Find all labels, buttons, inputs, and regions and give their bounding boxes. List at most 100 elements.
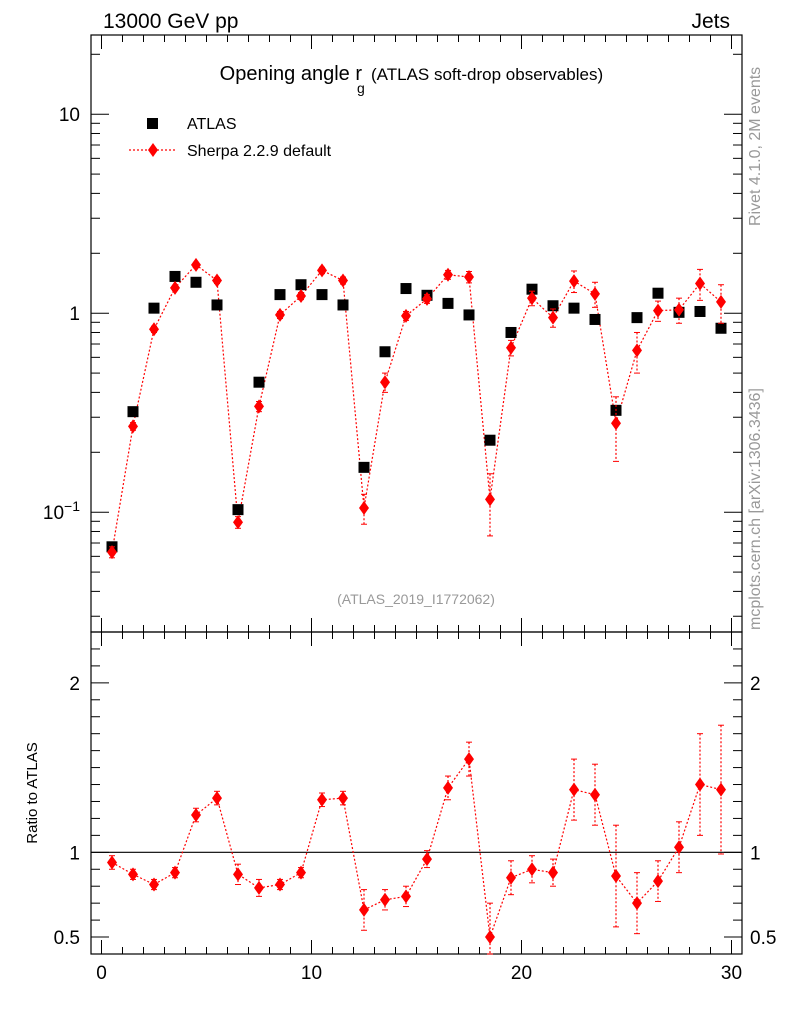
sherpa-point	[317, 263, 327, 278]
data-marks-group	[106, 257, 727, 955]
ratio-y-tick-label-right: 2	[750, 674, 761, 695]
sherpa-ratio-point	[149, 877, 159, 892]
sherpa-point	[401, 308, 411, 323]
y-tick-label: 10−1	[43, 498, 80, 524]
sherpa-ratio-point	[380, 892, 390, 907]
sherpa-ratio-point	[317, 792, 327, 807]
header-energy-label: 13000 GeV pp	[103, 10, 238, 33]
atlas-point	[337, 299, 349, 311]
atlas-point	[442, 297, 454, 309]
atlas-point	[526, 283, 538, 295]
plot-title-subscript: g	[357, 80, 365, 96]
sherpa-main-line	[111, 263, 722, 553]
plot-title-text: Opening angle r	[220, 63, 363, 85]
atlas-point	[274, 289, 286, 301]
atlas-point	[232, 504, 244, 516]
atlas-point	[190, 276, 202, 288]
atlas-point	[568, 302, 580, 314]
sherpa-ratio-point	[254, 880, 264, 895]
legend: ATLAS Sherpa 2.2.9 default	[129, 116, 332, 160]
sherpa-point	[716, 294, 726, 309]
atlas-point	[631, 312, 643, 324]
rivet-label: Rivet 4.1.0, 2M events	[747, 67, 764, 226]
header-process-label: Jets	[691, 10, 730, 33]
x-tick-label: 20	[511, 963, 532, 984]
sherpa-ratio-point	[338, 791, 348, 806]
sherpa-point	[485, 492, 495, 507]
sherpa-ratio-point	[653, 874, 663, 889]
ratio-y-tick-label-right: 0.5	[750, 928, 776, 949]
sherpa-point	[527, 291, 537, 306]
atlas-point	[148, 302, 160, 314]
atlas-point	[316, 289, 328, 301]
analysis-label: (ATLAS_2019_I1772062)	[337, 591, 495, 607]
sherpa-ratio-point	[716, 782, 726, 797]
legend-sherpa-label: Sherpa 2.2.9 default	[187, 143, 332, 160]
sherpa-point	[569, 274, 579, 289]
sherpa-point	[653, 303, 663, 318]
sherpa-ratio-point	[107, 855, 117, 870]
sherpa-point	[422, 291, 432, 306]
sherpa-ratio-point	[590, 787, 600, 802]
sherpa-ratio-point	[296, 865, 306, 880]
atlas-point	[358, 461, 370, 473]
sherpa-point	[170, 280, 180, 295]
atlas-point	[169, 270, 181, 282]
sherpa-point	[359, 500, 369, 515]
sherpa-ratio-line	[111, 757, 722, 938]
atlas-point	[589, 313, 601, 325]
sherpa-point	[296, 289, 306, 304]
atlas-point	[295, 279, 307, 291]
sherpa-ratio-point	[233, 867, 243, 882]
ratio-y-tick-label: 1	[69, 843, 80, 864]
sherpa-point	[338, 273, 348, 288]
ratio-ylabel: Ratio to ATLAS	[24, 742, 41, 843]
legend-atlas-label: ATLAS	[187, 116, 237, 133]
ratio-y-tick-label-right: 1	[750, 843, 761, 864]
atlas-point	[505, 326, 517, 338]
atlas-point	[484, 434, 496, 446]
sherpa-ratio-point	[632, 896, 642, 911]
sherpa-point	[380, 375, 390, 390]
sherpa-ratio-point	[191, 808, 201, 823]
sherpa-ratio-point	[443, 780, 453, 795]
atlas-point	[547, 300, 559, 312]
sherpa-ratio-point	[359, 902, 369, 917]
sherpa-ratio-point	[170, 865, 180, 880]
x-tick-label: 10	[301, 963, 322, 984]
sherpa-ratio-point	[422, 852, 432, 867]
x-tick-label: 0	[96, 963, 107, 984]
sherpa-point	[611, 416, 621, 431]
sherpa-ratio-point	[695, 777, 705, 792]
sherpa-point	[191, 257, 201, 272]
mcplots-label: mcplots.cern.ch [arXiv:1306.3436]	[747, 388, 764, 630]
sherpa-point	[149, 322, 159, 337]
sherpa-point	[590, 286, 600, 301]
legend-sherpa-marker	[148, 143, 158, 157]
sherpa-point	[107, 545, 117, 560]
sherpa-ratio-point	[464, 752, 474, 767]
sherpa-ratio-point	[485, 930, 495, 945]
y-tick-label: 10	[59, 105, 80, 126]
sherpa-point	[254, 399, 264, 414]
atlas-point	[463, 309, 475, 321]
sherpa-ratio-point	[128, 867, 138, 882]
sherpa-point	[695, 276, 705, 291]
sherpa-point	[233, 515, 243, 530]
x-tick-label: 30	[721, 963, 742, 984]
plot-subtitle: (ATLAS soft-drop observables)	[371, 65, 603, 84]
atlas-point	[211, 299, 223, 311]
sherpa-ratio-point	[401, 889, 411, 904]
plot-title: Opening angle r g (ATLAS soft-drop obser…	[220, 63, 603, 96]
atlas-point	[652, 287, 664, 299]
sherpa-point	[548, 310, 558, 325]
ratio-y-tick-label: 2	[69, 674, 80, 695]
sherpa-point	[212, 273, 222, 288]
atlas-point	[253, 376, 265, 388]
sherpa-ratio-point	[674, 840, 684, 855]
sherpa-ratio-point	[212, 791, 222, 806]
sherpa-ratio-point	[611, 869, 621, 884]
ratio-plot-frame	[90, 631, 743, 955]
sherpa-ratio-point	[548, 865, 558, 880]
